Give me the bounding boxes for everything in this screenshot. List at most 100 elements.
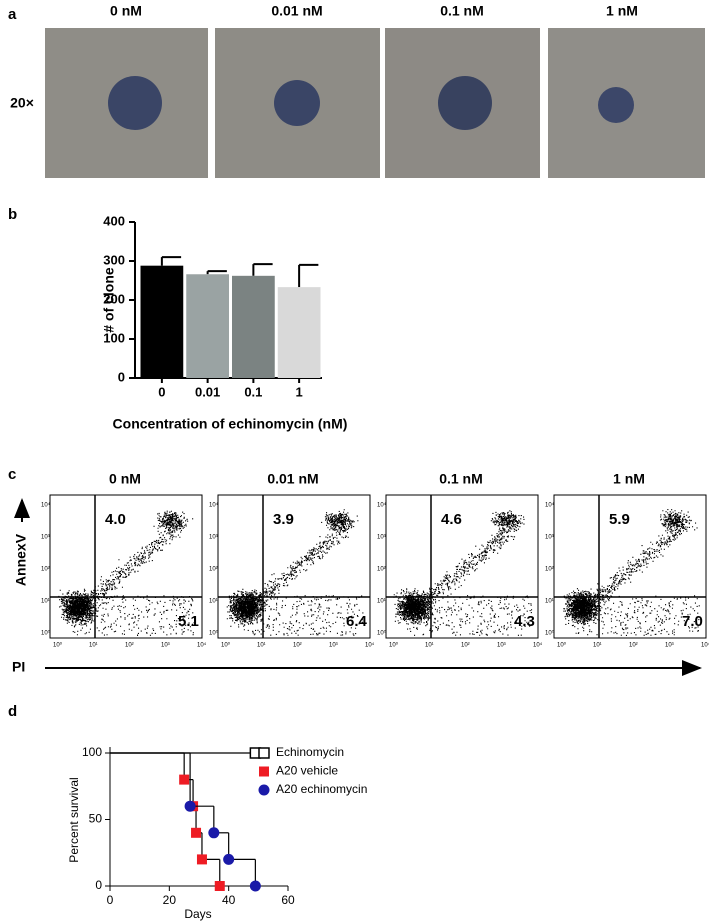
x-axis-label: Concentration of echinomycin (nM) [113, 416, 348, 432]
flow-plot-frame [553, 494, 707, 639]
x-axis-label: PI [12, 659, 25, 675]
condition-label: 1 nM [606, 3, 638, 19]
y-tick-label: 300 [103, 252, 125, 267]
y-tick-label: 10³ [377, 535, 386, 541]
y-tick-label: 10¹ [377, 599, 386, 605]
x-tick-label: 10⁰ [557, 642, 567, 649]
condition-label: 0 nM [110, 3, 142, 19]
event-cloud [226, 509, 364, 636]
y-axis-label: # of clone [101, 267, 117, 333]
condition-label: 1 nM [613, 471, 645, 487]
y-tick-label: 10² [209, 567, 218, 573]
y-tick-label: 100 [82, 745, 102, 759]
bar [277, 287, 321, 378]
x-tick-label: 0.01 [195, 384, 220, 399]
flow-plot-frame [217, 494, 371, 639]
y-tick-label: 10² [41, 567, 50, 573]
x-tick-label: 1 [296, 384, 303, 399]
condition-label: 0.01 nM [271, 3, 322, 19]
x-tick-label: 10³ [497, 643, 506, 649]
colony [108, 76, 162, 130]
y-tick-label: 400 [103, 213, 125, 228]
legend-label: A20 echinomycin [276, 782, 367, 796]
panel-letter: b [8, 206, 17, 223]
quadrant-percent: 4.3 [514, 613, 535, 630]
condition-label: 0.01 nM [267, 471, 318, 487]
y-tick-label: 200 [103, 291, 125, 306]
quadrant-percent: 7.0 [682, 613, 703, 630]
x-tick-label: 10¹ [257, 643, 266, 649]
y-tick-label: 10⁴ [545, 502, 555, 509]
legend-label: Echinomycin [276, 745, 344, 759]
y-tick-label: 10⁰ [377, 630, 387, 637]
x-tick-label: 10² [293, 643, 302, 649]
y-tick-label: 0 [118, 369, 125, 384]
colony-images [45, 28, 705, 178]
y-tick-label: 10² [377, 567, 386, 573]
y-tick-label: 10¹ [209, 599, 218, 605]
y-tick-label: 10¹ [41, 599, 50, 605]
x-tick-label: 60 [281, 893, 295, 907]
survival-marker [214, 881, 225, 891]
y-axis-label: AnnexV [13, 533, 29, 586]
x-tick-label: 10⁰ [221, 642, 231, 649]
x-tick-label: 10⁴ [365, 642, 375, 649]
x-tick-label: 10¹ [425, 643, 434, 649]
legend-label: A20 vehicle [276, 764, 338, 778]
y-tick-label: 10¹ [545, 599, 554, 605]
quadrant-percent: 6.4 [346, 613, 368, 630]
survival-marker [249, 880, 261, 892]
y-tick-label: 0 [95, 878, 102, 892]
colony [274, 80, 320, 126]
survival-marker [208, 827, 220, 839]
y-tick-label: 50 [89, 812, 103, 826]
colony [598, 87, 634, 123]
quadrant-percent: 3.9 [273, 511, 294, 528]
bar [232, 275, 275, 378]
x-tick-label: 0 [107, 893, 114, 907]
survival-marker [179, 774, 190, 785]
x-axis-label: Days [184, 907, 211, 921]
survival-marker [191, 827, 202, 838]
flow-plot-frame [49, 494, 203, 639]
quadrant-percent: 4.0 [105, 511, 126, 528]
x-tick-label: 10⁴ [197, 642, 207, 649]
survival-marker [196, 854, 207, 865]
event-cloud [563, 509, 700, 636]
y-tick-label: 10⁴ [377, 502, 387, 509]
flow-plot-frame [385, 494, 539, 639]
quadrant-percent: 4.6 [441, 511, 462, 528]
x-tick-label: 40 [222, 893, 236, 907]
x-tick-label: 10³ [665, 643, 674, 649]
x-tick-label: 0 [158, 384, 165, 399]
y-tick-label: 10⁴ [209, 502, 219, 509]
panel-letter: a [8, 6, 17, 23]
x-tick-label: 10⁰ [53, 642, 63, 649]
condition-label: 0.1 nM [439, 471, 483, 487]
legend-marker [258, 747, 270, 759]
x-tick-label: 10³ [161, 643, 170, 649]
x-tick-label: 10² [629, 643, 638, 649]
bar [186, 274, 229, 378]
x-tick-label: 10² [461, 643, 470, 649]
y-tick-label: 10³ [545, 535, 554, 541]
x-tick-label: 20 [163, 893, 177, 907]
legend-marker [258, 784, 270, 796]
panel-letter: d [8, 703, 17, 720]
x-tick-label: 10⁴ [533, 642, 543, 649]
y-axis-label: Percent survival [67, 777, 81, 862]
y-tick-label: 10⁰ [41, 630, 51, 637]
y-tick-label: 10³ [41, 535, 50, 541]
quadrant-percent: 5.1 [178, 613, 199, 630]
condition-label: 0.1 nM [440, 3, 484, 19]
event-cloud [393, 510, 533, 636]
x-tick-label: 0.1 [244, 384, 262, 399]
y-tick-label: 10⁰ [545, 630, 555, 637]
x-tick-label: 10¹ [593, 643, 602, 649]
y-tick-label: 10⁰ [209, 630, 219, 637]
x-tick-label: 10³ [329, 643, 338, 649]
panel-letter: c [8, 466, 16, 483]
y-tick-label: 100 [103, 330, 125, 345]
survival-marker [223, 853, 235, 865]
